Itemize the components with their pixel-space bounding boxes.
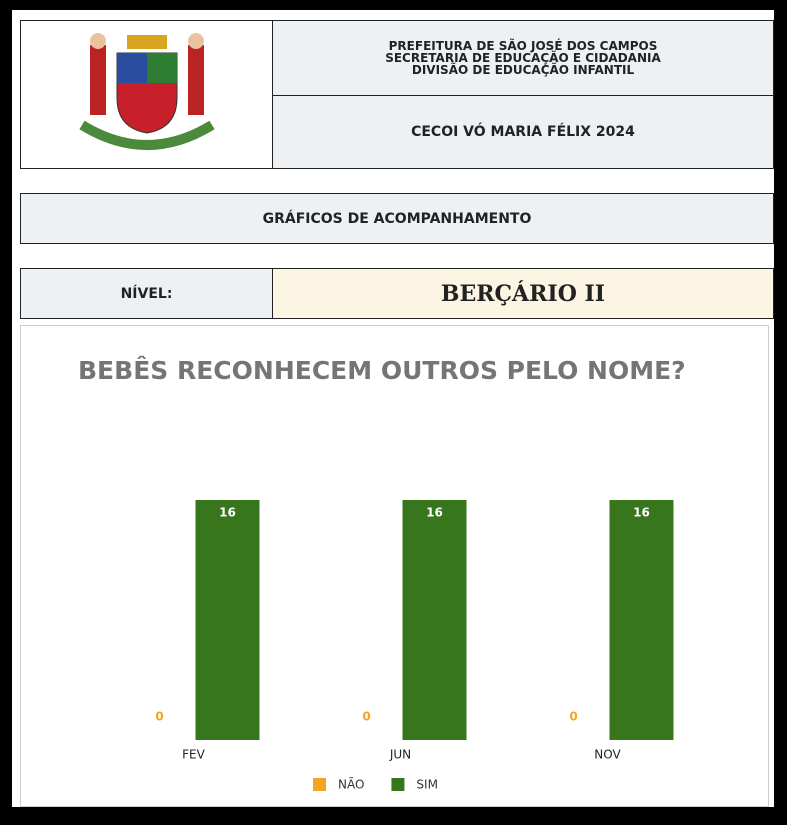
value-label: 16 xyxy=(426,506,443,520)
value-label: 0 xyxy=(569,710,577,724)
logo-cell xyxy=(20,20,273,169)
legend-label: NÃO xyxy=(338,777,364,792)
x-tick-label: JUN xyxy=(389,748,411,762)
level-value: BERÇÁRIO II xyxy=(272,268,774,319)
bar xyxy=(402,500,467,740)
level-label: NÍVEL: xyxy=(20,268,273,319)
coat-of-arms xyxy=(78,32,215,150)
school-name: CECOI VÓ MARIA FÉLIX 2024 xyxy=(272,95,774,169)
bar xyxy=(609,500,674,740)
x-tick-label: FEV xyxy=(182,748,205,762)
sheet: PREFEITURA DE SÃO JOSÉ DOS CAMPOS SECRET… xyxy=(12,10,774,807)
header-line: SECRETARIA DE EDUCAÇÃO E CIDADANIA xyxy=(385,51,661,65)
chart-title: BEBÊS RECONHECEM OUTROS PELO NOME? xyxy=(78,356,686,385)
header-line: PREFEITURA DE SÃO JOSÉ DOS CAMPOS xyxy=(388,39,658,53)
value-label: 0 xyxy=(362,710,370,724)
section-title: GRÁFICOS DE ACOMPANHAMENTO xyxy=(20,193,774,244)
header-lines: PREFEITURA DE SÃO JOSÉ DOS CAMPOS SECRET… xyxy=(272,20,774,96)
value-label: 16 xyxy=(219,506,236,520)
bar xyxy=(195,500,260,740)
chart: BEBÊS RECONHECEM OUTROS PELO NOME? FEV 0 1… xyxy=(20,325,769,807)
value-label: 16 xyxy=(633,506,650,520)
legend-label: SIM xyxy=(416,778,438,792)
legend-swatch xyxy=(313,778,326,791)
value-label: 0 xyxy=(155,710,163,724)
x-tick-label: NOV xyxy=(594,748,621,762)
header-line: DIVISÃO DE EDUCAÇÃO INFANTIL xyxy=(411,63,635,77)
legend-swatch xyxy=(391,778,405,791)
